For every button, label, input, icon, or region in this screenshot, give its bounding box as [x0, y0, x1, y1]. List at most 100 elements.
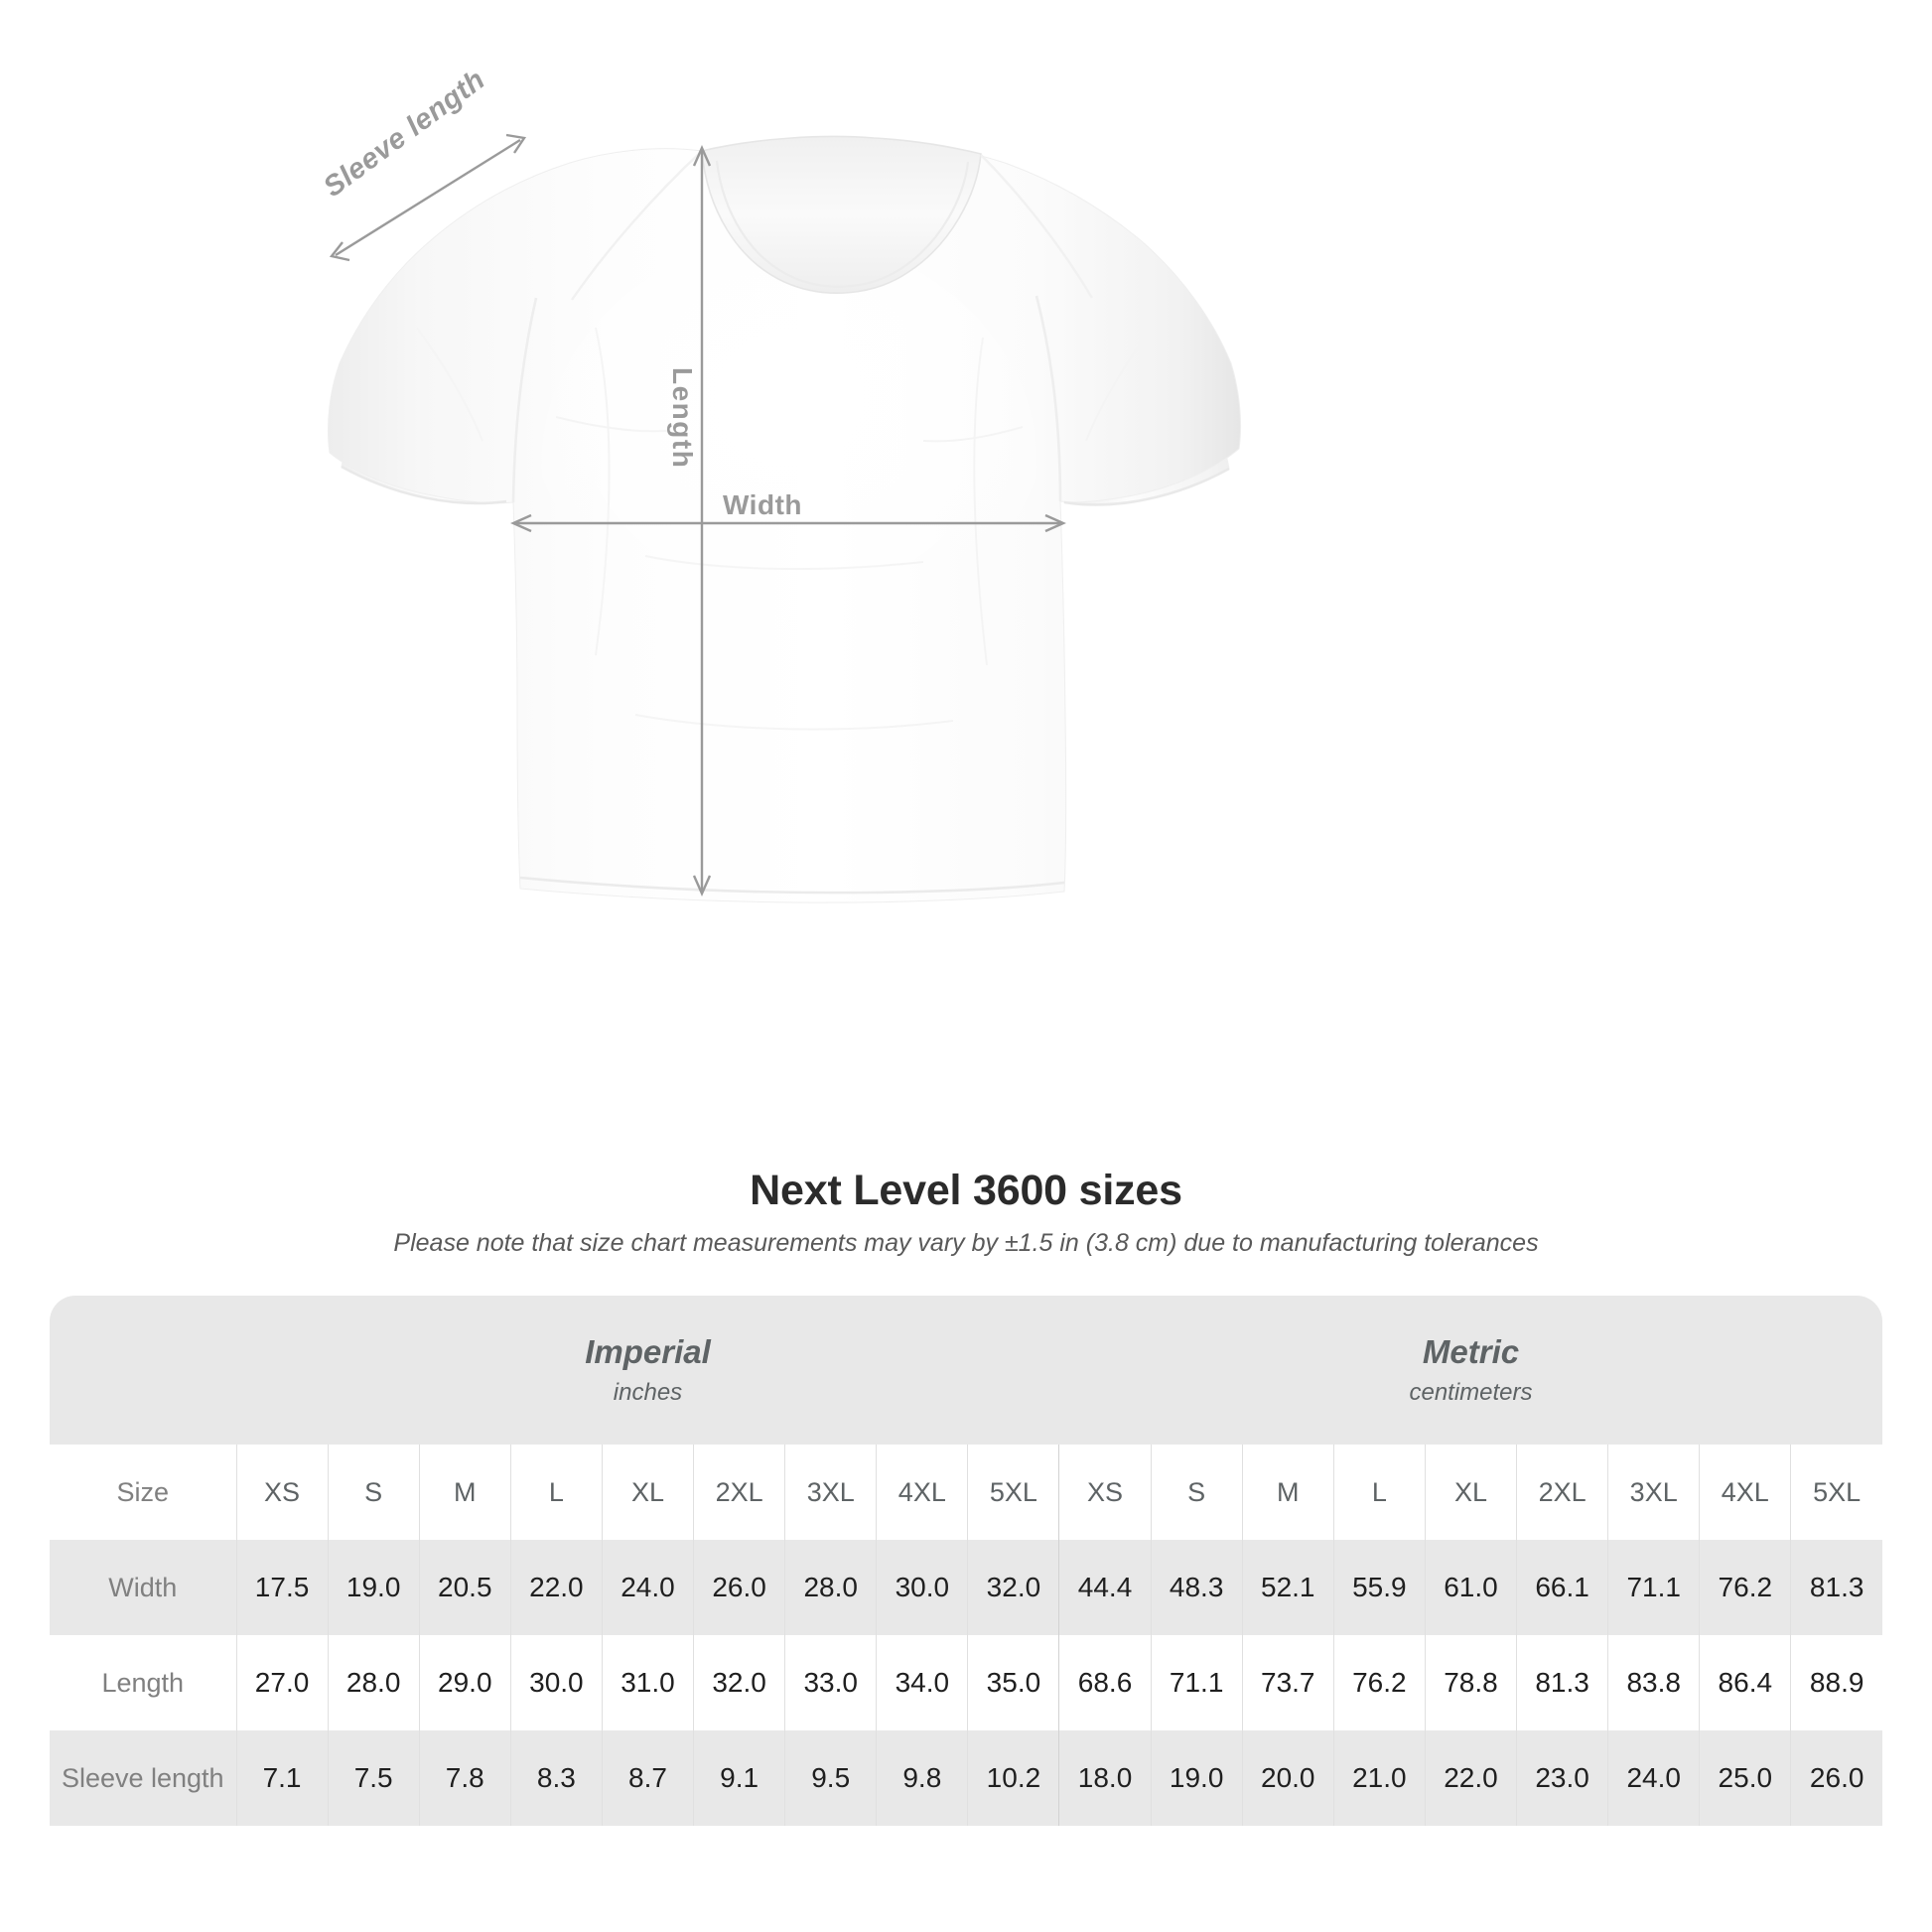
cell-sleeve-length-metric-m: 20.0	[1241, 1730, 1334, 1826]
size-header-imperial-s: S	[327, 1445, 420, 1540]
measurement-lines	[329, 133, 1066, 897]
right-armhole-seam	[1035, 295, 1062, 502]
unit-header-imperial-name: Imperial	[585, 1332, 711, 1370]
size-header-metric-l: L	[1332, 1445, 1426, 1540]
right-shoulder-seam	[980, 154, 1094, 299]
cell-length-imperial-4xl: 34.0	[876, 1635, 968, 1730]
cell-width-imperial-xl: 24.0	[601, 1540, 694, 1635]
tshirt-illustration: Sleeve length Length Width	[318, 64, 1242, 903]
collar	[701, 135, 982, 294]
size-header-imperial-l: L	[509, 1445, 603, 1540]
size-header-metric-m: M	[1241, 1445, 1334, 1540]
cell-sleeve-length-metric-5xl: 26.0	[1790, 1730, 1882, 1826]
tshirt-graphic: Sleeve length Length Width	[318, 64, 1242, 903]
cell-width-imperial-s: 19.0	[327, 1540, 420, 1635]
size-header-metric-xs: XS	[1058, 1445, 1152, 1540]
chart-title: Next Level 3600 sizes	[750, 1167, 1182, 1214]
unit-header-row: Imperial inches Metric centimeters	[50, 1296, 1882, 1445]
cell-length-metric-l: 76.2	[1332, 1635, 1426, 1730]
cell-sleeve-length-imperial-xl: 8.7	[601, 1730, 694, 1826]
size-header-metric-4xl: 4XL	[1699, 1445, 1791, 1540]
cell-sleeve-length-imperial-m: 7.8	[418, 1730, 511, 1826]
width-annotation-label: Width	[723, 489, 802, 520]
size-header-imperial-4xl: 4XL	[876, 1445, 968, 1540]
size-header-metric-s: S	[1150, 1445, 1243, 1540]
size-header-metric-5xl: 5XL	[1790, 1445, 1882, 1540]
left-shoulder-seam	[571, 151, 702, 301]
right-cuff	[1063, 467, 1230, 506]
chest-highlight	[541, 238, 1037, 695]
cell-width-imperial-l: 22.0	[509, 1540, 603, 1635]
table-row: Length 27.0 28.0 29.0 30.0 31.0 32.0 33.0 34.0 35…	[50, 1635, 1882, 1730]
cell-sleeve-length-imperial-5xl: 10.2	[967, 1730, 1059, 1826]
cell-width-imperial-3xl: 28.0	[784, 1540, 877, 1635]
cell-sleeve-length-imperial-l: 8.3	[509, 1730, 603, 1826]
cell-length-metric-xs: 68.6	[1058, 1635, 1152, 1730]
cell-sleeve-length-imperial-2xl: 9.1	[693, 1730, 785, 1826]
size-header-row: Size XS S M L XL 2XL 3XL 4XL 5XL XS S M L XL 2XL 3XL 4XL 5…	[50, 1445, 1882, 1540]
cell-length-metric-m: 73.7	[1241, 1635, 1334, 1730]
size-header-imperial-3xl: 3XL	[784, 1445, 877, 1540]
length-arrow-head-bottom	[692, 875, 712, 897]
cell-length-imperial-s: 28.0	[327, 1635, 420, 1730]
cell-sleeve-length-metric-xs: 18.0	[1058, 1730, 1152, 1826]
size-header-imperial-m: M	[418, 1445, 511, 1540]
cell-length-metric-2xl: 81.3	[1516, 1635, 1608, 1730]
cell-length-imperial-5xl: 35.0	[967, 1635, 1059, 1730]
tolerance-note: Please note that size chart measurements…	[393, 1229, 1539, 1257]
size-header-imperial-xs: XS	[235, 1445, 329, 1540]
size-header-metric-2xl: 2XL	[1516, 1445, 1608, 1540]
sleeve-arrow-head-start	[329, 241, 350, 262]
size-table: Imperial inches Metric centimeters Size XS S M L…	[50, 1296, 1882, 1826]
chart-heading-block: Next Level 3600 sizes Please note that s…	[0, 1167, 1932, 1258]
tshirt-svg	[328, 133, 1242, 903]
cell-sleeve-length-metric-l: 21.0	[1332, 1730, 1426, 1826]
size-header-imperial-5xl: 5XL	[967, 1445, 1059, 1540]
cell-width-metric-xs: 44.4	[1058, 1540, 1152, 1635]
width-arrow-head-right	[1044, 513, 1066, 533]
cell-length-imperial-3xl: 33.0	[784, 1635, 877, 1730]
table-row: Width 17.5 19.0 20.5 22.0 24.0 26.0 28.0 30.0 32.…	[50, 1540, 1882, 1635]
cell-width-metric-m: 52.1	[1241, 1540, 1334, 1635]
left-cuff	[341, 465, 507, 505]
length-annotation-label: Length	[667, 367, 698, 470]
left-armhole-seam	[511, 297, 538, 503]
row-label-length: Length	[50, 1635, 236, 1730]
unit-header-metric: Metric centimeters	[1058, 1296, 1882, 1445]
cell-width-imperial-m: 20.5	[418, 1540, 511, 1635]
cell-sleeve-length-metric-2xl: 23.0	[1516, 1730, 1608, 1826]
cell-width-metric-2xl: 66.1	[1516, 1540, 1608, 1635]
cell-sleeve-length-metric-4xl: 25.0	[1699, 1730, 1791, 1826]
length-arrow-head-top	[692, 145, 712, 167]
cell-width-metric-4xl: 76.2	[1699, 1540, 1791, 1635]
cell-width-imperial-5xl: 32.0	[967, 1540, 1059, 1635]
cell-length-imperial-2xl: 32.0	[693, 1635, 785, 1730]
cell-sleeve-length-metric-xl: 22.0	[1424, 1730, 1517, 1826]
cell-length-imperial-m: 29.0	[418, 1635, 511, 1730]
table-row: Sleeve length 7.1 7.5 7.8 8.3 8.7 9.1 9.5 9.8 10.…	[50, 1730, 1882, 1826]
unit-header-imperial-sub: inches	[613, 1379, 683, 1407]
cell-length-metric-xl: 78.8	[1424, 1635, 1517, 1730]
cell-length-metric-5xl: 88.9	[1790, 1635, 1882, 1730]
unit-header-spacer	[50, 1296, 236, 1445]
size-header-imperial-2xl: 2XL	[693, 1445, 785, 1540]
unit-header-imperial: Imperial inches	[236, 1296, 1059, 1445]
cell-sleeve-length-metric-s: 19.0	[1150, 1730, 1243, 1826]
size-header-imperial-xl: XL	[601, 1445, 694, 1540]
collar-inner-seam	[715, 160, 970, 288]
cell-length-metric-s: 71.1	[1150, 1635, 1243, 1730]
cell-sleeve-length-imperial-s: 7.5	[327, 1730, 420, 1826]
cell-sleeve-length-metric-3xl: 24.0	[1607, 1730, 1700, 1826]
sleeve-arrow-head-end	[505, 133, 527, 154]
cell-sleeve-length-imperial-4xl: 9.8	[876, 1730, 968, 1826]
row-label-sleeve-length: Sleeve length	[50, 1730, 236, 1826]
cell-length-imperial-xs: 27.0	[235, 1635, 329, 1730]
cell-width-metric-l: 55.9	[1332, 1540, 1426, 1635]
cell-width-metric-3xl: 71.1	[1607, 1540, 1700, 1635]
bottom-hem	[519, 876, 1065, 895]
cell-width-metric-xl: 61.0	[1424, 1540, 1517, 1635]
cell-width-metric-5xl: 81.3	[1790, 1540, 1882, 1635]
cell-sleeve-length-imperial-3xl: 9.5	[784, 1730, 877, 1826]
unit-header-metric-name: Metric	[1422, 1332, 1520, 1370]
cell-width-imperial-xs: 17.5	[235, 1540, 329, 1635]
